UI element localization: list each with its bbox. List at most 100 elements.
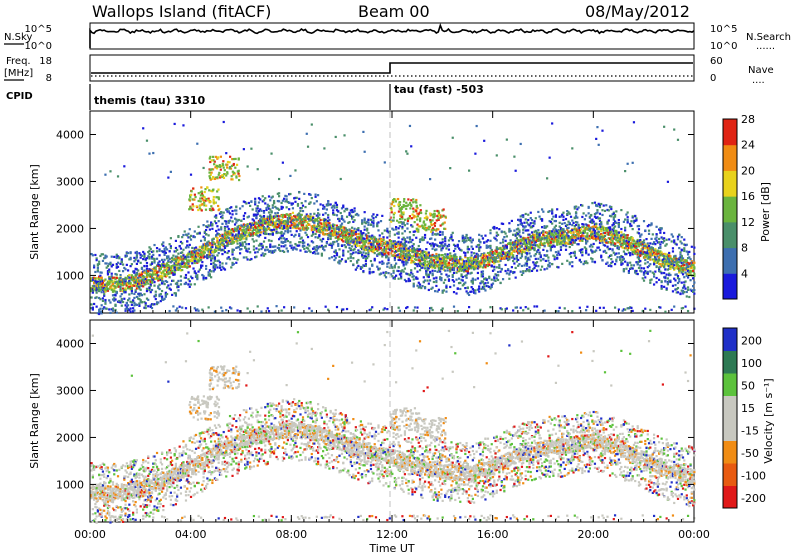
range-cell [99,271,102,274]
range-cell [485,263,488,267]
range-cell [118,277,121,280]
range-cell [249,258,252,261]
range-cell [382,241,385,245]
range-cell [418,259,422,262]
range-cell [208,269,211,272]
range-cell [508,222,511,225]
range-cell [537,235,540,238]
range-cell [272,221,276,224]
range-cell [286,213,290,216]
range-cell [227,227,230,231]
range-cell [308,219,311,222]
range-cell [162,264,165,267]
range-cell [343,210,346,213]
range-cell [317,215,320,218]
range-cell [153,303,156,306]
range-cell [265,217,268,221]
range-cell [99,310,102,313]
range-cell [362,231,365,235]
range-cell [259,231,262,234]
range-cell [202,278,205,281]
range-cell [401,258,404,261]
range-cell [342,240,345,243]
range-cell [306,222,310,225]
range-cell [172,272,175,275]
range-cell [494,237,497,240]
range-cell [329,226,332,229]
range-cell [155,250,159,253]
range-cell [309,201,312,204]
range-cell [254,201,257,204]
range-cell [524,306,527,309]
range-cell [94,253,97,257]
range-cell [231,250,234,253]
range-cell [519,142,522,146]
range-cell [235,209,238,212]
range-cell [348,234,351,237]
range-cell [192,257,195,260]
range-cell [421,236,424,239]
range-cell [289,226,292,230]
range-cell [166,264,169,267]
range-cell [319,238,322,241]
range-cell [305,250,308,253]
range-cell [384,256,388,259]
range-cell [530,246,534,249]
range-cell [231,238,234,242]
range-cell [510,253,513,256]
range-cell [205,243,208,246]
range-cell [324,305,327,308]
range-cell [90,288,93,291]
range-cell [249,251,252,254]
range-cell [262,228,266,231]
range-cell [476,244,480,247]
range-cell [242,234,245,237]
range-cell [364,264,368,267]
range-cell [452,284,456,287]
range-cell [227,250,230,253]
range-cell [533,238,536,241]
range-cell [498,251,501,254]
range-cell [171,271,174,274]
range-cell [515,233,519,236]
range-cell [328,243,331,246]
range-cell [335,254,339,257]
range-cell [338,217,341,221]
range-cell [339,234,342,238]
range-cell [491,269,495,272]
range-cell [332,211,335,215]
range-cell [250,200,253,203]
range-cell [210,246,213,249]
range-cell [261,195,264,198]
range-cell [106,288,110,291]
range-cell [548,234,551,237]
range-cell [298,215,301,218]
range-cell [114,286,117,289]
range-cell [157,270,160,273]
range-cell [366,227,369,230]
range-cell [118,257,121,260]
range-cell [422,280,425,283]
range-cell [264,221,267,224]
range-cell [499,241,502,245]
range-cell [332,233,335,236]
range-cell [452,254,456,257]
range-cell [501,241,505,244]
range-cell [383,161,386,164]
range-cell [401,260,404,263]
range-cell [246,216,249,219]
range-cell [197,259,200,262]
range-cell [106,289,110,292]
range-cell [452,290,456,294]
range-cell [286,229,290,232]
range-cell [124,291,127,294]
range-cell [403,256,407,260]
range-cell [134,281,137,284]
range-cell [537,238,540,241]
range-cell [322,231,325,234]
range-cell [535,269,539,272]
range-cell [187,283,190,286]
range-cell [490,283,493,286]
range-cell [262,240,266,243]
frequency-panel: 18 8 60 0 Freq. [MHz] Nave .... [4,54,774,86]
